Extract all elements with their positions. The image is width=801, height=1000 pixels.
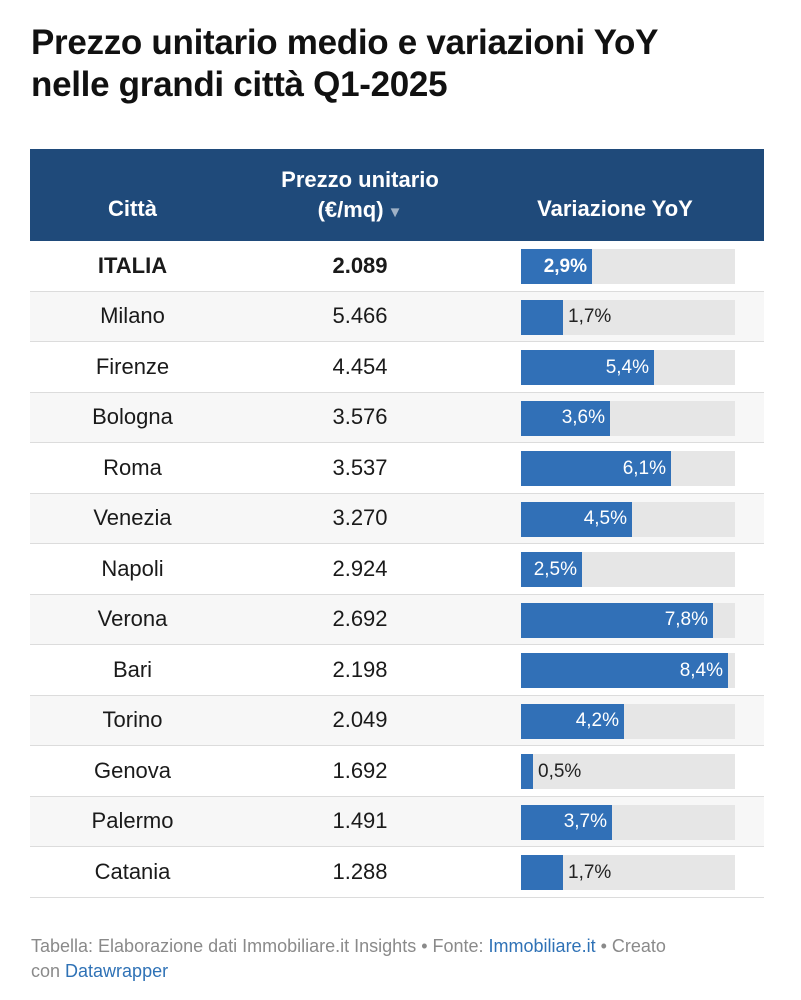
yoy-bar xyxy=(521,249,592,284)
source-link[interactable]: Immobiliare.it xyxy=(488,936,596,956)
yoy-bar-track: 0,5% xyxy=(521,754,735,789)
yoy-bar xyxy=(521,350,654,385)
city-cell: Bari xyxy=(112,656,153,682)
yoy-bar xyxy=(521,299,563,335)
city-cell: Firenze xyxy=(95,353,170,379)
table-body: ITALIA 2.089 2,9% Milano 5.466 1,7% Firenze 4.4… xyxy=(30,241,764,898)
table-row: Bari 2.198 8,4% xyxy=(30,645,764,696)
yoy-bar-track: 4,2% xyxy=(521,703,735,739)
table-row: Venezia 3.270 4,5% xyxy=(30,493,764,544)
price-cell: 1.692 xyxy=(332,757,388,783)
yoy-bar-track: 3,6% xyxy=(521,400,735,436)
price-cell: 4.454 xyxy=(332,353,388,379)
city-cell: Verona xyxy=(97,606,168,632)
yoy-label: 7,8% xyxy=(664,609,708,630)
yoy-label: 3,6% xyxy=(561,407,605,428)
table-row: Torino 2.049 4,2% xyxy=(30,695,764,746)
yoy-bar xyxy=(521,501,632,537)
yoy-label: 0,5% xyxy=(538,760,582,782)
city-cell: ITALIA xyxy=(97,252,168,278)
yoy-bar xyxy=(521,451,671,486)
price-cell: 1.288 xyxy=(332,858,388,884)
yoy-label: 6,1% xyxy=(622,457,666,479)
city-cell: Palermo xyxy=(91,808,174,834)
header-city[interactable]: Città xyxy=(108,196,157,221)
yoy-bar xyxy=(521,703,624,739)
yoy-bar-track: 7,8% xyxy=(521,602,735,638)
table-row: Catania 1.288 1,7% xyxy=(30,847,764,898)
table-row: ITALIA 2.089 2,9% xyxy=(30,241,764,292)
yoy-bar xyxy=(521,400,610,436)
chart-title: Prezzo unitario medio e variazioni YoY n… xyxy=(31,22,771,106)
yoy-bar-track: 4,5% xyxy=(521,501,735,537)
price-cell: 2.089 xyxy=(332,252,388,278)
table-row: Firenze 4.454 5,4% xyxy=(30,342,764,393)
chart-title-line-2: nelle grandi città Q1-2025 xyxy=(31,65,448,104)
yoy-bar-track: 2,5% xyxy=(521,552,735,587)
yoy-bar-track: 5,4% xyxy=(521,350,735,385)
footer-credit: Tabella: Elaborazione dati Immobiliare.i… xyxy=(31,936,489,956)
yoy-bar xyxy=(521,855,563,890)
city-cell: Napoli xyxy=(101,555,164,581)
city-cell: Venezia xyxy=(93,505,172,531)
table-row: Napoli 2.924 2,5% xyxy=(30,544,764,595)
table-row: Verona 2.692 7,8% xyxy=(30,594,764,645)
chart-title-line-1: Prezzo unitario medio e variazioni YoY xyxy=(31,23,659,62)
price-cell: 3.576 xyxy=(332,404,388,430)
datawrapper-link[interactable]: Datawrapper xyxy=(65,961,169,981)
yoy-label: 1,7% xyxy=(568,861,612,883)
yoy-label: 1,7% xyxy=(568,306,612,327)
price-cell: 2.049 xyxy=(332,707,388,733)
yoy-label: 5,4% xyxy=(605,356,649,378)
header-price-line-2: (€/mq) xyxy=(317,197,384,222)
yoy-bar-track: 2,9% xyxy=(521,249,735,284)
yoy-bar-track: 1,7% xyxy=(521,299,735,335)
yoy-label: 8,4% xyxy=(679,659,723,681)
table-row: Roma 3.537 6,1% xyxy=(30,443,764,494)
yoy-bar xyxy=(521,653,728,688)
table-row: Milano 5.466 1,7% xyxy=(30,291,764,342)
header-price[interactable]: Prezzo unitario (€/mq) ▼ xyxy=(235,165,485,228)
price-cell: 2.692 xyxy=(332,606,388,632)
city-cell: Bologna xyxy=(92,404,173,430)
city-cell: Torino xyxy=(102,707,163,733)
yoy-label: 3,7% xyxy=(563,811,607,832)
price-cell: 1.491 xyxy=(332,808,388,834)
yoy-bar-track: 8,4% xyxy=(521,653,735,688)
header-variation[interactable]: Variazione YoY xyxy=(537,196,693,221)
yoy-label: 4,2% xyxy=(575,710,619,731)
yoy-bar xyxy=(521,552,582,587)
price-cell: 5.466 xyxy=(332,303,388,329)
table-row: Palermo 1.491 3,7% xyxy=(30,796,764,847)
header-price-line-1: Prezzo unitario xyxy=(281,167,439,192)
chart-footer: Tabella: Elaborazione dati Immobiliare.i… xyxy=(31,934,771,984)
table-header: Città Prezzo unitario (€/mq) ▼ Variazione… xyxy=(30,149,764,241)
yoy-label: 2,5% xyxy=(533,558,577,580)
city-cell: Roma xyxy=(103,454,162,480)
yoy-bar xyxy=(521,602,713,638)
price-cell: 3.270 xyxy=(332,505,388,531)
city-cell: Milano xyxy=(100,303,165,329)
yoy-bar-track: 1,7% xyxy=(521,855,735,890)
yoy-bar xyxy=(521,754,533,789)
sort-descending-icon[interactable]: ▼ xyxy=(387,204,403,221)
yoy-label: 4,5% xyxy=(583,508,627,529)
footer-created: • Creato xyxy=(595,936,666,956)
table-row: Bologna 3.576 3,6% xyxy=(30,392,764,443)
data-table: Città Prezzo unitario (€/mq) ▼ Variazione… xyxy=(30,149,764,898)
price-cell: 3.537 xyxy=(332,454,388,480)
price-cell: 2.198 xyxy=(332,656,388,682)
footer-created-with: con xyxy=(31,961,66,981)
city-cell: Catania xyxy=(94,858,171,884)
yoy-bar xyxy=(521,804,612,840)
yoy-bar-track: 6,1% xyxy=(521,451,735,486)
yoy-label: 2,9% xyxy=(543,255,587,277)
table-row: Genova 1.692 0,5% xyxy=(30,746,764,797)
city-cell: Genova xyxy=(93,757,172,783)
price-cell: 2.924 xyxy=(332,555,388,581)
yoy-bar-track: 3,7% xyxy=(521,804,735,840)
